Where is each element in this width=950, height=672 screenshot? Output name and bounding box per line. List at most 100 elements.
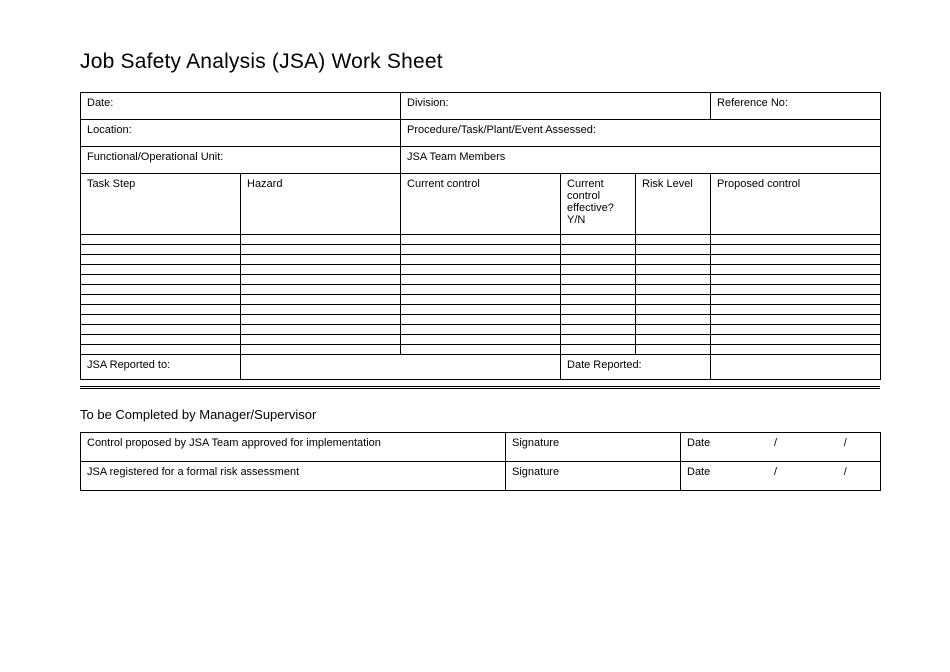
table-cell — [636, 265, 711, 275]
col-proposed-control: Proposed control — [711, 174, 881, 235]
table-row — [81, 305, 881, 315]
table-cell — [401, 345, 561, 355]
table-cell — [561, 245, 636, 255]
table-cell — [636, 305, 711, 315]
table-row — [81, 335, 881, 345]
field-team-members: JSA Team Members — [401, 147, 881, 174]
table-cell — [401, 315, 561, 325]
table-cell — [401, 295, 561, 305]
table-cell — [636, 345, 711, 355]
signoff-1-signature: Signature — [506, 433, 681, 462]
footer-row: JSA Reported to: Date Reported: — [81, 355, 881, 380]
signoff-2-date-label: Date — [681, 462, 741, 491]
table-cell — [81, 315, 241, 325]
field-procedure: Procedure/Task/Plant/Event Assessed: — [401, 120, 881, 147]
table-cell — [561, 235, 636, 245]
table-cell — [401, 275, 561, 285]
table-cell — [711, 335, 881, 345]
table-cell — [401, 325, 561, 335]
table-cell — [401, 335, 561, 345]
signoff-row-2: JSA registered for a formal risk assessm… — [81, 462, 881, 491]
signoff-1-desc: Control proposed by JSA Team approved fo… — [81, 433, 506, 462]
field-division: Division: — [401, 93, 711, 120]
table-cell — [636, 255, 711, 265]
col-effective: Current control effective? Y/N — [561, 174, 636, 235]
table-cell — [401, 255, 561, 265]
field-date: Date: — [81, 93, 401, 120]
table-row — [81, 245, 881, 255]
table-cell — [636, 235, 711, 245]
table-cell — [636, 245, 711, 255]
table-cell — [81, 245, 241, 255]
table-cell — [711, 315, 881, 325]
table-row — [81, 325, 881, 335]
table-cell — [711, 325, 881, 335]
table-cell — [711, 285, 881, 295]
table-cell — [81, 235, 241, 245]
table-cell — [401, 245, 561, 255]
table-cell — [561, 305, 636, 315]
table-cell — [81, 305, 241, 315]
table-cell — [241, 285, 401, 295]
signoff-1-slash-1: / — [741, 433, 811, 462]
table-cell — [81, 255, 241, 265]
table-row — [81, 235, 881, 245]
table-cell — [636, 285, 711, 295]
jsa-main-table: Date: Division: Reference No: Location: … — [80, 92, 881, 380]
signoff-1-slash-2: / — [811, 433, 881, 462]
table-cell — [401, 235, 561, 245]
table-row — [81, 295, 881, 305]
section2-title: To be Completed by Manager/Supervisor — [80, 407, 880, 422]
manager-signoff-table: Control proposed by JSA Team approved fo… — [80, 432, 881, 491]
col-risk-level: Risk Level — [636, 174, 711, 235]
table-cell — [81, 325, 241, 335]
table-cell — [561, 255, 636, 265]
field-date-reported: Date Reported: — [561, 355, 711, 380]
table-cell — [711, 305, 881, 315]
field-reported-to: JSA Reported to: — [81, 355, 241, 380]
table-cell — [636, 275, 711, 285]
field-date-reported-value — [711, 355, 881, 380]
table-cell — [401, 265, 561, 275]
table-cell — [636, 335, 711, 345]
table-cell — [81, 275, 241, 285]
table-cell — [711, 255, 881, 265]
col-current-control: Current control — [401, 174, 561, 235]
table-row — [81, 285, 881, 295]
signoff-2-signature: Signature — [506, 462, 681, 491]
table-cell — [241, 235, 401, 245]
col-task-step: Task Step — [81, 174, 241, 235]
table-cell — [636, 295, 711, 305]
table-cell — [561, 315, 636, 325]
table-cell — [241, 315, 401, 325]
data-rows-body — [81, 235, 881, 355]
table-cell — [81, 335, 241, 345]
field-reported-to-value — [241, 355, 561, 380]
table-cell — [81, 295, 241, 305]
table-cell — [241, 345, 401, 355]
table-cell — [561, 295, 636, 305]
table-cell — [561, 335, 636, 345]
table-cell — [711, 345, 881, 355]
header-row-1: Date: Division: Reference No: — [81, 93, 881, 120]
table-cell — [81, 345, 241, 355]
table-row — [81, 265, 881, 275]
table-row — [81, 255, 881, 265]
signoff-1-date-label: Date — [681, 433, 741, 462]
table-cell — [241, 325, 401, 335]
section-divider — [80, 386, 880, 389]
table-cell — [241, 275, 401, 285]
table-cell — [241, 295, 401, 305]
table-cell — [241, 245, 401, 255]
table-cell — [711, 235, 881, 245]
table-cell — [81, 265, 241, 275]
table-cell — [241, 255, 401, 265]
table-cell — [636, 315, 711, 325]
col-hazard: Hazard — [241, 174, 401, 235]
table-cell — [81, 285, 241, 295]
field-location: Location: — [81, 120, 401, 147]
table-cell — [561, 285, 636, 295]
table-cell — [241, 265, 401, 275]
table-cell — [561, 345, 636, 355]
signoff-2-desc: JSA registered for a formal risk assessm… — [81, 462, 506, 491]
